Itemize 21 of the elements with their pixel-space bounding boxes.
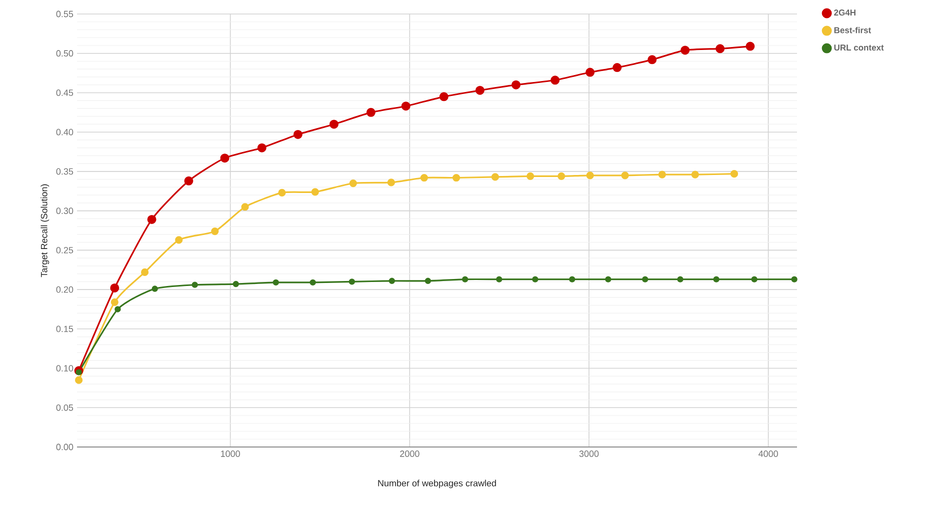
legend-label: 2G4H	[834, 10, 856, 16]
legend-label: Best-first	[834, 26, 872, 34]
y-tick-label: 0.40	[56, 128, 74, 136]
y-tick-label: 0.05	[56, 404, 74, 411]
x-tick-label: 4000	[758, 450, 778, 457]
legend-label: URL context	[834, 44, 884, 51]
x-tick-label: 2000	[400, 450, 420, 457]
x-axis-title: Number of webpages crawled	[378, 480, 496, 488]
y-tick-label: 0.55	[56, 10, 74, 18]
y-tick-label: 0.50	[56, 50, 74, 57]
y-tick-label: 0.25	[56, 246, 74, 254]
x-tick-label: 3000	[579, 450, 599, 457]
y-tick-label: 0.30	[56, 208, 74, 214]
y-tick-label: 0.15	[56, 326, 74, 332]
y-axis-title: Target Recall (Solution)	[40, 184, 50, 278]
y-tick-label: 0.00	[56, 444, 74, 450]
y-tick-label: 0.20	[56, 286, 74, 293]
y-tick-label: 0.35	[56, 168, 74, 175]
y-tick-label: 0.10	[56, 365, 74, 372]
y-tick-label: 0.45	[56, 90, 74, 96]
x-tick-label: 1000	[221, 450, 240, 457]
